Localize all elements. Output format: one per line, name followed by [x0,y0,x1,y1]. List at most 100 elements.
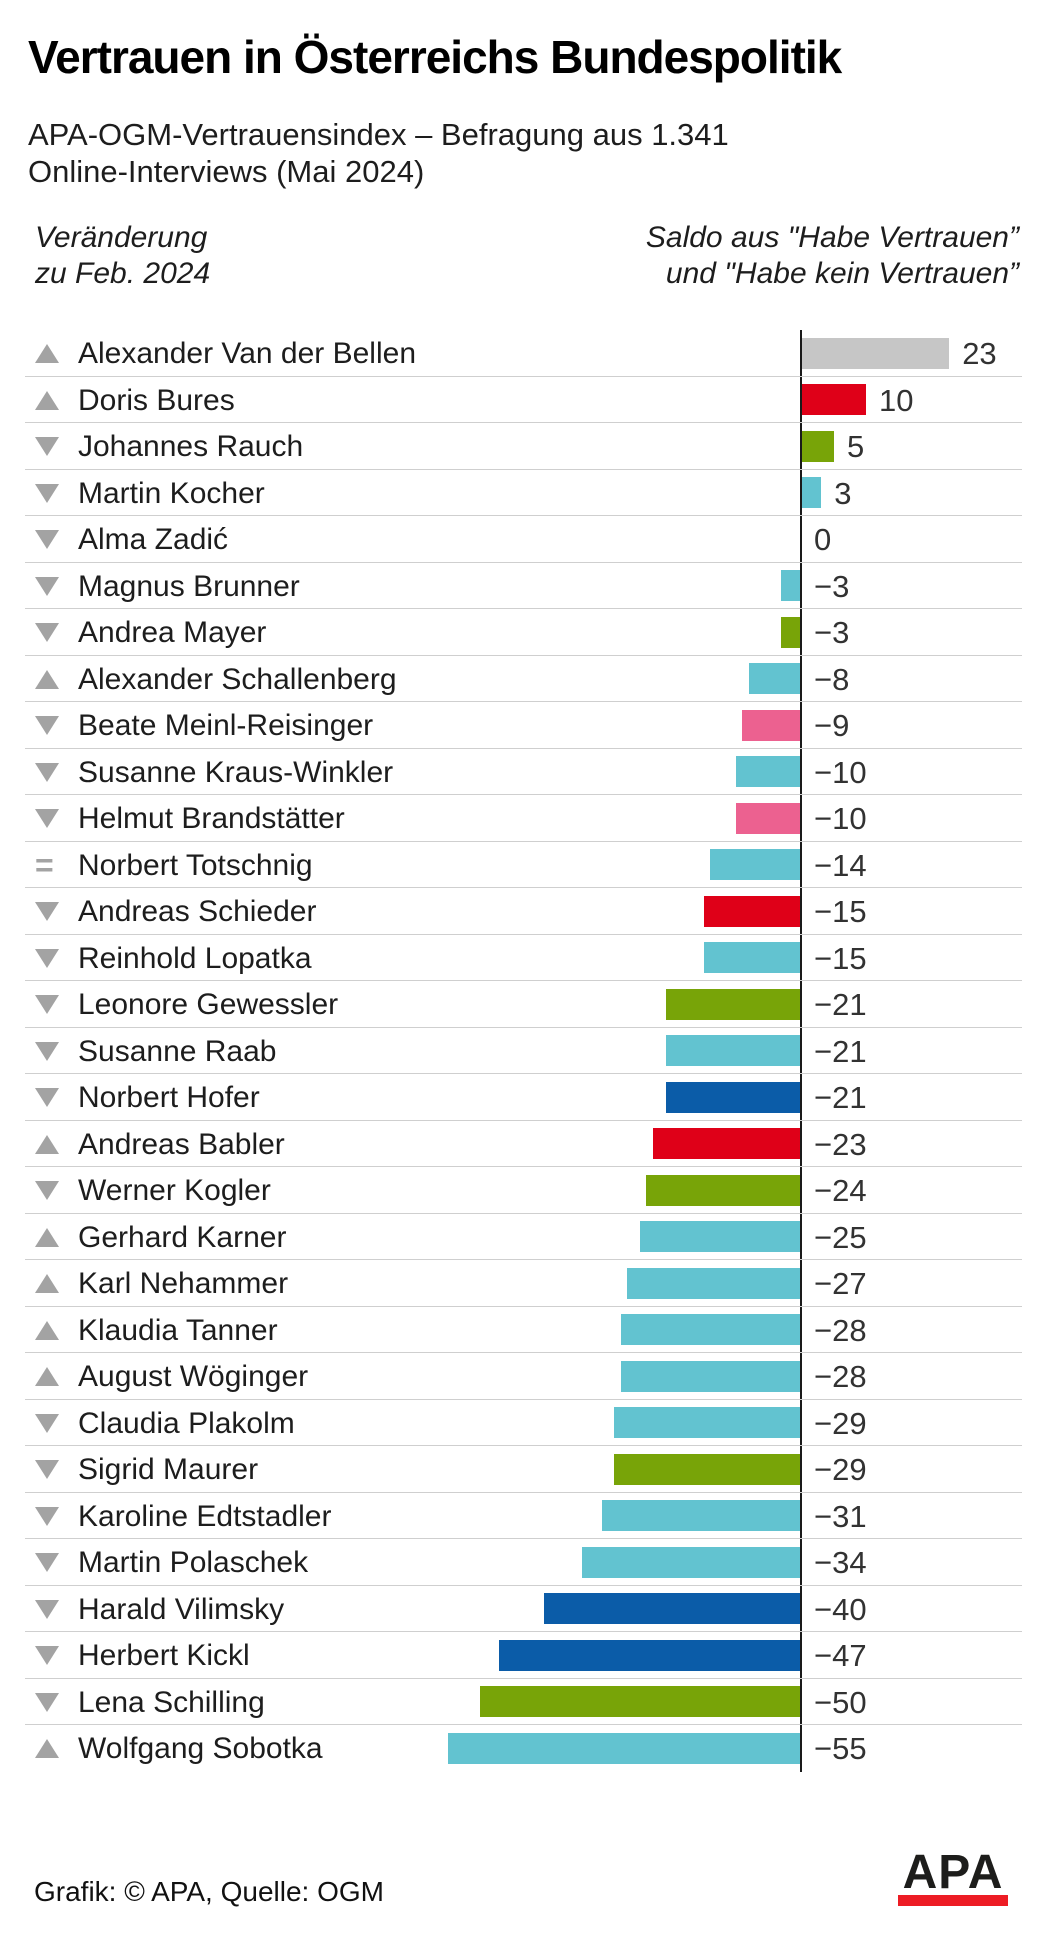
value-label: 23 [962,336,997,371]
chart-row: = Norbert Totschnig −14 [0,842,1039,888]
politician-name: Helmut Brandstätter [78,802,345,835]
change-indicator [35,1214,60,1261]
chart-row: Alexander Van der Bellen 23 [0,330,1039,377]
value-label: −40 [814,1591,867,1627]
chart-row: Andreas Babler −23 [0,1121,1039,1168]
politician-name: Lena Schilling [78,1685,265,1719]
change-indicator [35,516,60,563]
row-separator [25,1352,1022,1353]
value-label: −27 [814,1266,867,1301]
change-indicator [35,470,60,517]
politician-name: Sigrid Maurer [78,1453,259,1486]
row-separator [25,1398,1022,1400]
value-label: 3 [834,475,852,511]
saldo-header-line-1: Saldo aus "Habe Vertrauen” [645,221,1019,254]
row-separator [25,1212,1022,1214]
value-label: −15 [814,894,867,929]
arrow-down-icon [35,716,59,735]
politician-name: Leonore Gewessler [78,988,339,1021]
politician-name: Norbert Hofer [78,1081,260,1114]
row-separator [25,468,1022,470]
value-label: −34 [814,1545,867,1580]
row-separator [25,747,1022,749]
arrow-down-icon [35,1692,59,1712]
chart-row: Lena Schilling −50 [0,1679,1039,1725]
value-bar [499,1639,800,1671]
value-bar [627,1267,800,1299]
change-indicator [35,1725,60,1772]
change-header-line-2: zu Feb. 2024 [35,257,211,290]
chart-row: Wolfgang Sobotka −55 [0,1725,1039,1772]
change-indicator [35,1539,60,1586]
change-header-line-1: Veränderung [35,221,208,254]
change-indicator [35,377,60,424]
value-bar [704,895,800,927]
arrow-down-icon [35,762,59,782]
politician-name: Andrea Mayer [78,616,267,649]
value-bar [704,942,800,973]
politician-name: Doris Bures [78,383,235,417]
value-label: −14 [814,847,867,883]
value-bar [652,1128,800,1159]
value-label: −29 [814,1405,867,1441]
row-separator [25,1491,1022,1493]
arrow-down-icon [35,437,59,456]
row-separator [25,561,1022,563]
value-label: −50 [814,1684,867,1720]
politician-name: Wolfgang Sobotka [78,1732,323,1765]
value-bar [780,616,800,648]
chart-row: Susanne Kraus-Winkler −10 [0,749,1039,796]
row-separator [25,1026,1022,1028]
value-label: −15 [814,940,867,976]
change-indicator [35,1586,60,1633]
value-label: −28 [814,1359,867,1394]
chart-row: Harald Vilimsky −40 [0,1586,1039,1633]
arrow-up-icon [35,390,59,410]
arrow-down-icon [35,1506,59,1526]
chart-row: Martin Kocher 3 [0,470,1039,517]
arrow-down-icon [35,1181,59,1200]
row-separator [25,887,1022,888]
chart-row: Alexander Schallenberg −8 [0,656,1039,702]
value-bar [614,1407,800,1438]
chart-row: Johannes Rauch 5 [0,423,1039,470]
row-separator [25,1584,1022,1586]
arrow-up-icon [35,1367,59,1386]
change-indicator [35,1074,60,1121]
politician-name: Susanne Raab [78,1034,277,1068]
change-indicator [35,1121,60,1168]
value-bar [665,1035,800,1066]
value-bar [620,1314,800,1345]
politician-name: Alexander Schallenberg [78,662,397,696]
politician-name: Claudia Plakolm [78,1406,295,1440]
change-indicator [35,1260,60,1307]
chart-row: Herbert Kickl −47 [0,1632,1039,1679]
row-separator [25,654,1022,656]
change-indicator [35,749,60,796]
arrow-down-icon [35,1460,59,1479]
value-label: −21 [814,1080,867,1115]
value-bar [480,1686,800,1717]
value-label: −31 [814,1498,867,1534]
arrow-up-icon [35,1134,59,1154]
chart-row: Claudia Plakolm −29 [0,1400,1039,1446]
change-indicator [35,935,60,982]
row-separator [25,1073,1022,1074]
politician-name: Susanne Kraus-Winkler [78,755,394,789]
arrow-down-icon [35,1599,59,1619]
value-bar [665,988,800,1020]
value-bar [742,709,800,741]
source-credit: Grafik: © APA, Quelle: OGM [34,1876,384,1907]
chart-row: Andrea Mayer −3 [0,609,1039,656]
politician-name: Magnus Brunner [78,569,300,603]
value-bar [736,802,800,834]
row-separator [25,422,1022,423]
change-indicator [35,1632,60,1679]
row-separator [25,840,1022,842]
chart-row: Karl Nehammer −27 [0,1260,1039,1307]
politician-name: Karl Nehammer [78,1267,289,1300]
politician-name: Martin Kocher [78,476,265,510]
change-indicator [35,888,60,935]
change-indicator [35,330,60,377]
